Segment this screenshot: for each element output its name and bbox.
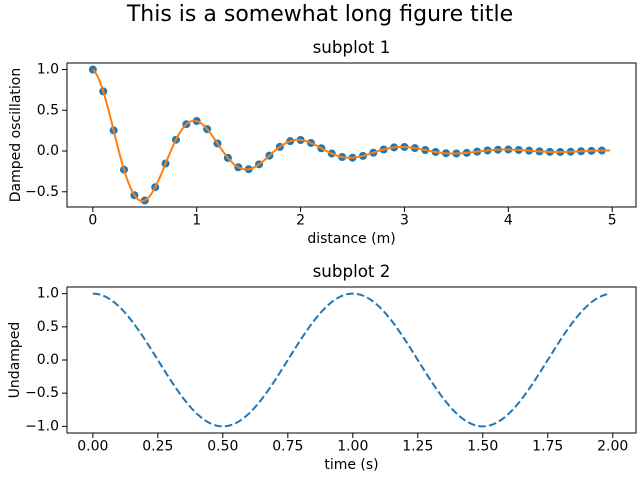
x-tick-label: 1.50 [467,439,498,455]
subplot1-xlabel: distance (m) [307,231,396,247]
figure-suptitle: This is a somewhat long figure title [126,2,514,27]
subplot2-xlabel: time (s) [324,457,379,473]
x-tick-label: 0.00 [77,439,108,455]
x-tick-label: 0 [88,213,97,229]
y-tick-label: 0.0 [37,143,59,159]
x-tick-label: 0.75 [272,439,303,455]
subplot2-title: subplot 2 [312,261,391,281]
line-series [92,68,611,203]
axes-spines [66,62,637,208]
x-tick-label: 1.25 [402,439,433,455]
subplot1-title: subplot 1 [312,37,391,57]
x-tick-label: 0.25 [142,439,173,455]
x-tick-label: 1 [192,213,201,229]
x-tick-label: 1.00 [337,439,368,455]
y-tick-label: −0.5 [25,385,59,401]
y-tick-label: 1.0 [37,286,59,302]
y-tick-label: 0.5 [37,102,59,118]
y-tick-label: −1.0 [25,418,59,434]
y-tick-label: −0.5 [25,184,59,200]
x-tick-label: 4 [504,213,513,229]
axes-spines [66,286,637,434]
x-tick-label: 5 [608,213,617,229]
x-tick-label: 2 [296,213,305,229]
x-tick-label: 2.00 [597,439,628,455]
dashed-line-series [92,292,611,428]
x-tick-label: 0.50 [207,439,238,455]
x-tick-label: 3 [400,213,409,229]
y-tick-label: 1.0 [37,62,59,78]
x-tick-label: 1.75 [532,439,563,455]
y-tick-label: 0.0 [37,352,59,368]
y-tick-label: 0.5 [37,319,59,335]
